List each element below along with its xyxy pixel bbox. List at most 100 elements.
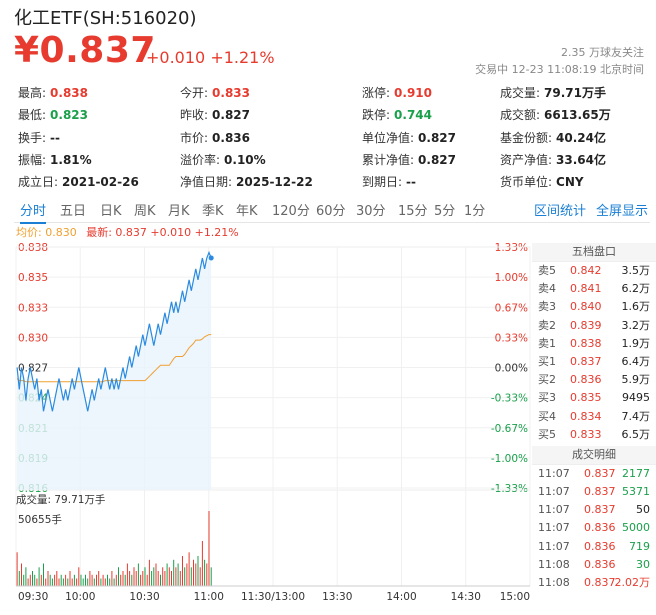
- stat-label: 成交量:: [500, 86, 541, 100]
- orderbook-volume: 1.6万: [621, 300, 651, 314]
- trade-volume: 719: [629, 539, 650, 553]
- stat-label: 净值日期:: [180, 175, 233, 190]
- chart-tab[interactable]: 30分: [356, 204, 386, 219]
- orderbook-row[interactable]: 卖3 0.840 1.6万: [532, 298, 656, 316]
- stat-item: 最低: 0.823: [18, 106, 88, 123]
- orderbook-side: 卖5: [538, 264, 556, 277]
- chart-tab[interactable]: 日K: [100, 204, 122, 219]
- stat-value: 0.823: [50, 108, 89, 123]
- trade-time: 11:07: [538, 485, 570, 499]
- orderbook-row[interactable]: 卖1 0.838 1.9万: [532, 335, 656, 353]
- orderbook-side: 买2: [538, 373, 556, 387]
- stat-item: 涨停: 0.910: [362, 84, 432, 101]
- stat-value: --: [406, 175, 417, 190]
- trade-volume: 2177: [622, 466, 650, 480]
- orderbook-title: 五档盘口: [532, 243, 656, 262]
- trade-price: 0.837: [584, 576, 616, 589]
- stat-value: 0.836: [212, 130, 251, 145]
- change-percent: +1.21%: [210, 48, 275, 67]
- chart-tab[interactable]: 周K: [134, 204, 156, 219]
- orderbook-row[interactable]: 买2 0.836 5.9万: [532, 371, 656, 389]
- stat-value: 2025-12-22: [236, 175, 313, 190]
- chart-tab[interactable]: 60分: [316, 204, 346, 219]
- stat-value: 0.838: [50, 86, 89, 100]
- trade-time: 11:08: [538, 576, 570, 589]
- trade-time: 11:07: [538, 466, 570, 480]
- time-tick-label: 10:30: [129, 591, 159, 603]
- trade-volume: 5371: [622, 485, 650, 499]
- change-value: +0.010: [146, 48, 206, 67]
- pct-tick-label: -0.33%: [491, 393, 528, 405]
- trade-time: 11:08: [538, 557, 570, 571]
- chart-tab[interactable]: 120分: [272, 204, 310, 219]
- stat-value: 0.910: [394, 86, 433, 100]
- orderbook-side: 买3: [538, 391, 556, 405]
- stat-label: 累计净值:: [362, 152, 415, 167]
- range-stats-link[interactable]: 区间统计: [534, 204, 587, 219]
- orderbook-volume: 6.4万: [621, 354, 651, 368]
- stat-value: 0.827: [418, 130, 457, 145]
- orderbook-row[interactable]: 卖5 0.842 3.5万: [532, 262, 656, 280]
- pct-tick-label: -1.00%: [491, 453, 528, 465]
- followers-count[interactable]: 2.35 万球友关注: [561, 46, 644, 59]
- stat-item: 净值日期: 2025-12-22: [180, 173, 313, 190]
- time-tick-label: 11:30/13:00: [241, 591, 305, 603]
- stock-title: 化工ETF(SH:516020): [14, 8, 197, 29]
- orderbook-row[interactable]: 买5 0.833 6.5万: [532, 426, 656, 444]
- stat-item: 昨收: 0.827: [180, 106, 250, 123]
- orderbook-row[interactable]: 买4 0.834 7.4万: [532, 408, 656, 426]
- chart-tab[interactable]: 季K: [202, 204, 224, 219]
- chart-tab[interactable]: 1分: [464, 204, 486, 219]
- orderbook-volume: 3.5万: [621, 264, 651, 277]
- chart-tab[interactable]: 年K: [236, 204, 258, 219]
- stat-label: 市价:: [180, 130, 209, 145]
- pct-tick-label: 1.33%: [495, 242, 528, 254]
- stat-item: 振幅: 1.81%: [18, 151, 92, 168]
- current-price: ¥0.837: [14, 30, 156, 71]
- trade-time: 11:07: [538, 539, 570, 553]
- orderbook-price: 0.839: [570, 318, 602, 332]
- orderbook-row[interactable]: 卖2 0.839 3.2万: [532, 317, 656, 335]
- stat-value: 0.833: [212, 86, 251, 100]
- stat-item: 单位净值: 0.827: [362, 129, 456, 146]
- chart-legend: 均价: 0.830 最新: 0.837 +0.010 +1.21%: [16, 224, 239, 240]
- price-tick-label: 0.830: [18, 332, 48, 344]
- stat-label: 货币单位:: [500, 175, 553, 190]
- time-tick-label: 10:00: [65, 591, 95, 603]
- orderbook-price: 0.833: [570, 427, 602, 441]
- trade-row: 11:07 0.837 50: [532, 501, 656, 519]
- stat-label: 换手:: [18, 130, 47, 145]
- trade-row: 11:07 0.836 5000: [532, 519, 656, 537]
- orderbook-volume: 9495: [622, 391, 650, 405]
- time-tick-label: 15:00: [500, 591, 530, 603]
- stat-item: 市价: 0.836: [180, 129, 250, 146]
- chart-tab[interactable]: 月K: [168, 204, 190, 219]
- stat-value: 0.10%: [224, 152, 266, 167]
- orderbook-price: 0.842: [570, 264, 602, 277]
- stat-value: 40.24亿: [556, 130, 607, 145]
- stat-value: 33.64亿: [556, 152, 607, 167]
- fullscreen-link[interactable]: 全屏显示: [596, 204, 649, 219]
- stat-label: 最低:: [18, 108, 47, 123]
- orderbook-row[interactable]: 买1 0.837 6.4万: [532, 353, 656, 371]
- chart-tab[interactable]: 5分: [434, 204, 456, 219]
- orderbook-row[interactable]: 卖4 0.841 6.2万: [532, 280, 656, 298]
- trade-row: 11:07 0.837 2177: [532, 465, 656, 483]
- stat-item: 到期日: --: [362, 173, 416, 190]
- price-area: [17, 252, 212, 490]
- intraday-chart[interactable]: 0.838 1.33% 0.835 1.00% 0.833 0.67% 0.830 0.33%…: [0, 236, 532, 615]
- chart-tab[interactable]: 分时: [20, 200, 47, 224]
- stat-value: 0.827: [418, 152, 457, 167]
- trading-status: 交易中 12-23 11:08:19 北京时间: [475, 63, 644, 76]
- orderbook-price: 0.834: [570, 409, 602, 423]
- orderbook-row[interactable]: 买3 0.835 9495: [532, 389, 656, 407]
- stat-value: 1.81%: [50, 152, 92, 167]
- trade-volume: 50: [636, 503, 650, 517]
- chart-tab[interactable]: 15分: [398, 204, 428, 219]
- stat-item: 货币单位: CNY: [500, 173, 584, 190]
- stat-value: 79.71万手: [544, 86, 607, 100]
- stat-value: 6613.65万: [544, 108, 611, 123]
- price-line: [16, 250, 212, 412]
- chart-tab[interactable]: 五日: [60, 204, 87, 219]
- stat-value: CNY: [556, 175, 584, 190]
